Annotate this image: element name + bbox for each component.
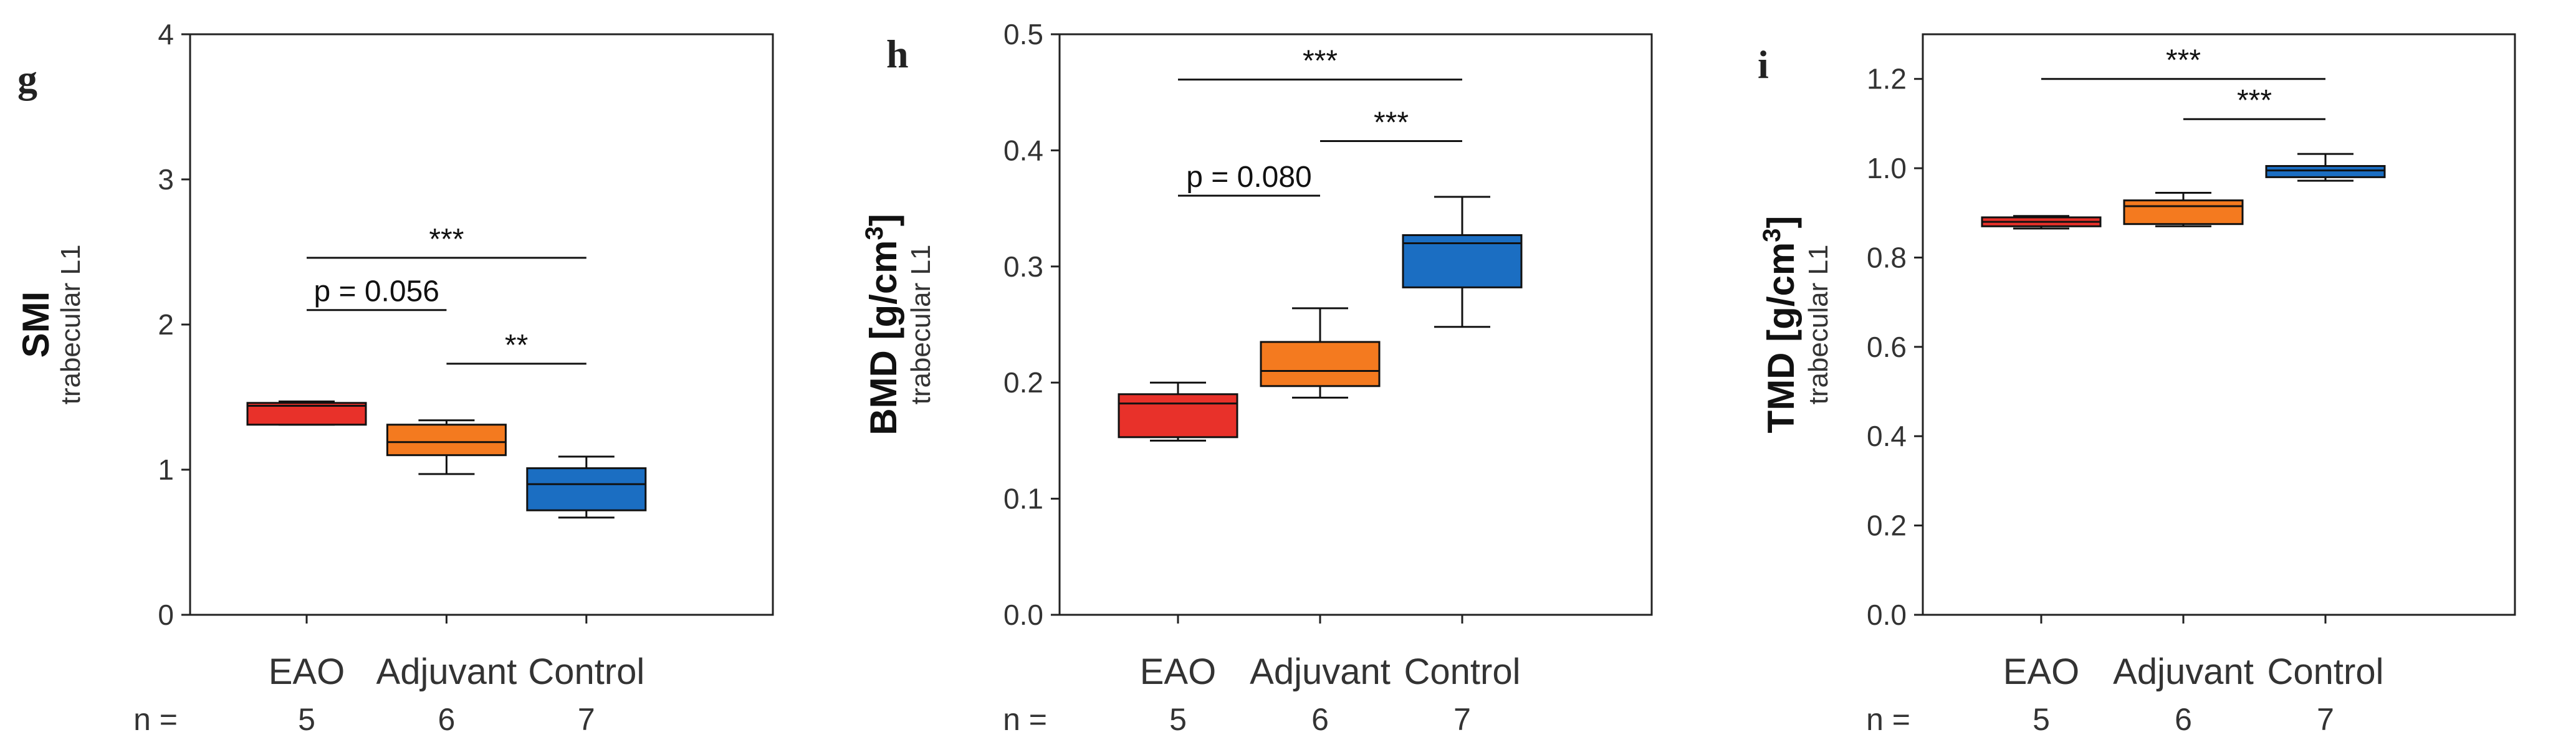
- box-iqr: [526, 467, 647, 511]
- box-control: [1402, 196, 1523, 328]
- y-tick-label: 0.0: [1003, 599, 1043, 631]
- y-tick-label: 0.4: [1003, 134, 1043, 166]
- y-tick-label: 0.1: [1003, 483, 1043, 515]
- n-value: 7: [2317, 702, 2334, 737]
- y-tick-label: 0: [158, 599, 174, 631]
- significance-label: ***: [2166, 44, 2201, 77]
- panel-h: 0.0 0.1 0.2 0.3 0.4 0.5 h BMD [g/cm3]trabecular…: [861, 18, 1653, 737]
- n-value: 5: [298, 702, 315, 737]
- significance-label: **: [505, 329, 528, 362]
- box-eao: [1981, 215, 2102, 230]
- y-tick-label: 0.0: [1867, 599, 1907, 631]
- y-tick-label: 1: [158, 453, 174, 486]
- n-value: 7: [578, 702, 595, 737]
- significance-label: ***: [1374, 106, 1409, 139]
- panel-i: 0.0 0.2 0.4 0.6 0.8 1.0 1.2 i TMD [g/cm3]trabecu…: [1758, 33, 2516, 737]
- y-tick-label: 1.0: [1867, 152, 1907, 184]
- category-label: EAO: [1140, 652, 1217, 692]
- box-iqr: [2123, 199, 2244, 225]
- n-label: n =: [133, 702, 178, 737]
- y-axis-label: TMD [g/cm3]: [1758, 216, 1802, 434]
- significance-label: p = 0.056: [314, 275, 439, 308]
- category-label: Control: [2267, 652, 2384, 692]
- y-tick-label: 1.2: [1867, 63, 1907, 95]
- significance-label: ***: [2237, 84, 2272, 117]
- category-label: EAO: [269, 652, 345, 692]
- category-label: Adjuvant: [1250, 652, 1391, 692]
- n-value: 6: [2175, 702, 2192, 737]
- y-tick-label: 3: [158, 163, 174, 196]
- y-tick-label: 2: [158, 308, 174, 341]
- y-tick-label: 4: [158, 18, 174, 50]
- n-value: 5: [2033, 702, 2050, 737]
- box-iqr: [386, 424, 507, 457]
- box-adjuvant: [1260, 307, 1381, 399]
- plot-frame: [1922, 33, 2516, 616]
- panel-letter: i: [1758, 42, 1769, 87]
- plot-frame: [189, 33, 774, 616]
- y-tick-label: 0.6: [1867, 331, 1907, 363]
- y-tick-label: 0.3: [1003, 250, 1043, 283]
- y-tick-label: 0.2: [1867, 510, 1907, 542]
- significance-label: ***: [1303, 45, 1338, 78]
- y-tick-label: 0.2: [1003, 366, 1043, 399]
- n-value: 5: [1169, 702, 1187, 737]
- y-axis-sublabel: trabecular L1: [906, 245, 936, 405]
- category-label: Adjuvant: [376, 652, 517, 692]
- box-eao: [246, 400, 367, 426]
- box-adjuvant: [386, 419, 507, 475]
- n-value: 6: [438, 702, 455, 737]
- box-iqr: [1260, 341, 1381, 387]
- y-tick-label: 0.5: [1003, 18, 1043, 50]
- category-label: Control: [528, 652, 644, 692]
- y-tick-label: 0.4: [1867, 420, 1907, 452]
- significance-label: ***: [429, 223, 464, 256]
- panel-letter: g: [17, 57, 37, 101]
- box-control: [2265, 153, 2386, 182]
- category-label: EAO: [2003, 652, 2080, 692]
- box-eao: [1118, 381, 1238, 442]
- box-iqr: [1118, 393, 1238, 439]
- significance-label: p = 0.080: [1186, 161, 1312, 194]
- box-control: [526, 455, 647, 519]
- n-label: n =: [1866, 702, 1910, 737]
- y-axis-label: BMD [g/cm3]: [861, 214, 904, 435]
- n-value: 6: [1311, 702, 1329, 737]
- n-value: 7: [1453, 702, 1471, 737]
- box-adjuvant: [2123, 192, 2244, 227]
- y-tick-label: 0.8: [1867, 241, 1907, 273]
- plot-frame: [1058, 33, 1653, 616]
- box-iqr: [2265, 164, 2386, 178]
- panel-letter: h: [886, 32, 909, 76]
- category-label: Adjuvant: [2113, 652, 2254, 692]
- y-axis-sublabel: trabecular L1: [1803, 245, 1834, 405]
- y-axis-label: SMI: [15, 292, 57, 358]
- category-label: Control: [1404, 652, 1521, 692]
- y-axis-sublabel: trabecular L1: [55, 245, 86, 405]
- n-label: n =: [1003, 702, 1047, 737]
